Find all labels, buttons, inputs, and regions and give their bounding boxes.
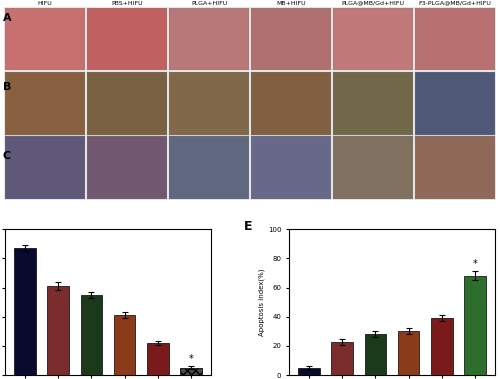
Text: A: A bbox=[2, 13, 11, 23]
Bar bbox=[332, 341, 353, 375]
Title: MB+HIFU: MB+HIFU bbox=[276, 1, 306, 6]
Bar bbox=[147, 343, 169, 375]
Y-axis label: Apoptosis index(%): Apoptosis index(%) bbox=[258, 268, 265, 336]
Title: HIFU: HIFU bbox=[38, 1, 52, 6]
Bar bbox=[364, 334, 386, 375]
Bar bbox=[14, 248, 36, 375]
Bar bbox=[80, 295, 102, 375]
Bar bbox=[398, 331, 419, 375]
Title: PLGA+HIFU: PLGA+HIFU bbox=[191, 1, 227, 6]
Bar bbox=[48, 286, 69, 375]
Bar bbox=[431, 318, 452, 375]
Bar bbox=[464, 276, 486, 375]
Bar bbox=[114, 315, 136, 375]
Text: *: * bbox=[188, 354, 194, 363]
Text: *: * bbox=[472, 258, 478, 268]
Title: PLGA@MB/Gd+HIFU: PLGA@MB/Gd+HIFU bbox=[342, 1, 404, 6]
Text: C: C bbox=[2, 151, 10, 161]
Title: PBS+HIFU: PBS+HIFU bbox=[112, 1, 143, 6]
Text: E: E bbox=[244, 220, 252, 233]
Bar bbox=[298, 368, 320, 375]
Title: F3-PLGA@MB/Gd+HIFU: F3-PLGA@MB/Gd+HIFU bbox=[418, 1, 492, 6]
Bar bbox=[180, 368, 202, 375]
Text: B: B bbox=[2, 82, 11, 92]
